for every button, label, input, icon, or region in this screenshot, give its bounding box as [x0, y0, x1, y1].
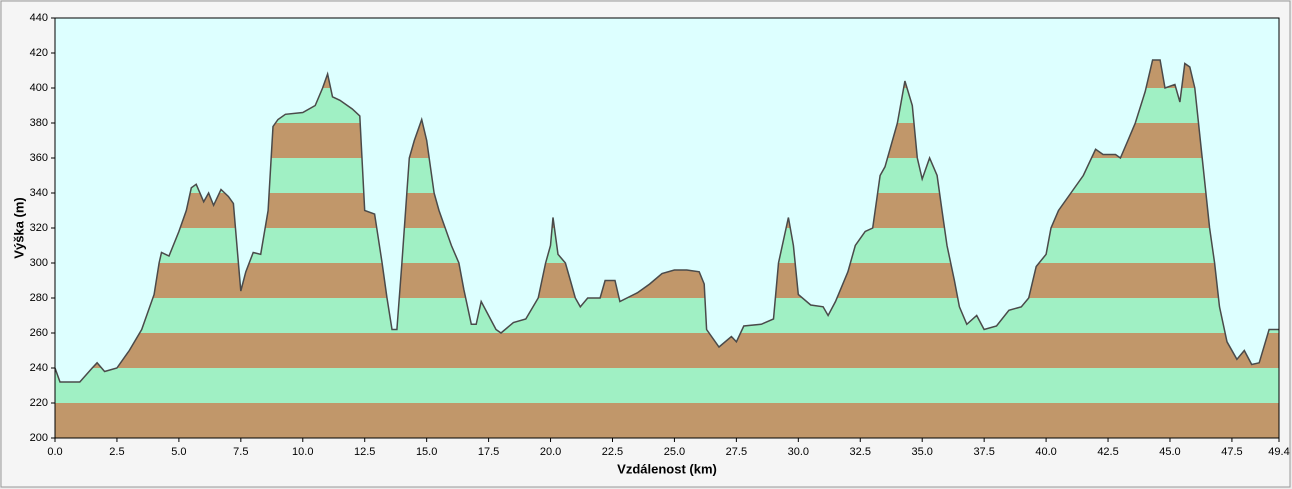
x-tick-label: 40.0: [1035, 446, 1056, 458]
x-tick-label: 15.0: [416, 446, 437, 458]
x-tick-label: 5.0: [171, 446, 186, 458]
elevation-band: [55, 403, 1279, 438]
x-tick-label: 47.5: [1221, 446, 1242, 458]
x-tick-label: 32.5: [850, 446, 871, 458]
x-axis-label: Vzdálenost (km): [617, 461, 717, 476]
x-tick-label: 20.0: [540, 446, 561, 458]
elevation-band: [55, 298, 1279, 333]
x-tick-label: 42.5: [1097, 446, 1118, 458]
x-tick-label: 12.5: [354, 446, 375, 458]
elevation-band: [55, 333, 1279, 368]
y-tick-label: 200: [30, 432, 48, 444]
y-tick-label: 220: [30, 397, 48, 409]
y-tick-label: 300: [30, 257, 48, 269]
x-tick-label: 17.5: [478, 446, 499, 458]
x-tick-label: 2.5: [109, 446, 124, 458]
x-tick-label: 7.5: [233, 446, 248, 458]
x-tick-label: 10.0: [292, 446, 313, 458]
x-tick-label: 45.0: [1159, 446, 1180, 458]
y-tick-label: 280: [30, 292, 48, 304]
y-axis-label: Výška (m): [11, 197, 26, 258]
x-tick-label: 49.4: [1268, 446, 1289, 458]
x-tick-label: 27.5: [726, 446, 747, 458]
y-tick-label: 320: [30, 222, 48, 234]
x-tick-label: 30.0: [788, 446, 809, 458]
y-tick-label: 260: [30, 327, 48, 339]
y-tick-label: 360: [30, 152, 48, 164]
y-tick-label: 400: [30, 82, 48, 94]
y-tick-label: 340: [30, 187, 48, 199]
y-tick-label: 440: [30, 12, 48, 24]
y-tick-label: 380: [30, 117, 48, 129]
x-tick-label: 35.0: [911, 446, 932, 458]
elevation-band: [55, 368, 1279, 403]
x-tick-label: 22.5: [602, 446, 623, 458]
x-tick-label: 37.5: [973, 446, 994, 458]
y-tick-label: 240: [30, 362, 48, 374]
x-tick-label: 25.0: [664, 446, 685, 458]
elevation-line: [54, 59, 1279, 383]
x-tick-label: 0.0: [47, 446, 62, 458]
y-tick-label: 420: [30, 47, 48, 59]
